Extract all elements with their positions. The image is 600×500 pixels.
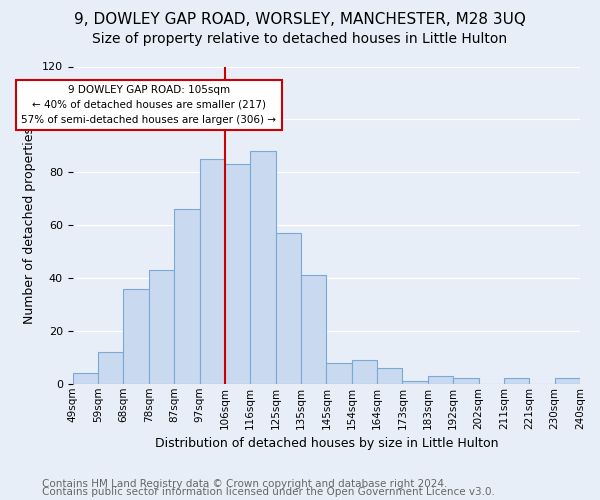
Text: 9 DOWLEY GAP ROAD: 105sqm
← 40% of detached houses are smaller (217)
57% of semi: 9 DOWLEY GAP ROAD: 105sqm ← 40% of detac…: [22, 85, 277, 124]
Bar: [326, 362, 352, 384]
Y-axis label: Number of detached properties: Number of detached properties: [23, 126, 37, 324]
Bar: [225, 164, 250, 384]
Text: Size of property relative to detached houses in Little Hulton: Size of property relative to detached ho…: [92, 32, 508, 46]
Bar: [428, 376, 453, 384]
Bar: [98, 352, 124, 384]
Bar: [73, 373, 98, 384]
Bar: [301, 276, 326, 384]
Bar: [250, 151, 275, 384]
Bar: [174, 210, 200, 384]
Bar: [149, 270, 174, 384]
Text: Contains public sector information licensed under the Open Government Licence v3: Contains public sector information licen…: [42, 487, 495, 497]
Text: 9, DOWLEY GAP ROAD, WORSLEY, MANCHESTER, M28 3UQ: 9, DOWLEY GAP ROAD, WORSLEY, MANCHESTER,…: [74, 12, 526, 28]
Bar: [453, 378, 479, 384]
Text: Contains HM Land Registry data © Crown copyright and database right 2024.: Contains HM Land Registry data © Crown c…: [42, 479, 448, 489]
Bar: [124, 288, 149, 384]
Bar: [403, 381, 428, 384]
Bar: [504, 378, 529, 384]
Bar: [200, 159, 225, 384]
Bar: [352, 360, 377, 384]
Bar: [275, 233, 301, 384]
Bar: [554, 378, 580, 384]
Bar: [377, 368, 403, 384]
X-axis label: Distribution of detached houses by size in Little Hulton: Distribution of detached houses by size …: [155, 437, 498, 450]
